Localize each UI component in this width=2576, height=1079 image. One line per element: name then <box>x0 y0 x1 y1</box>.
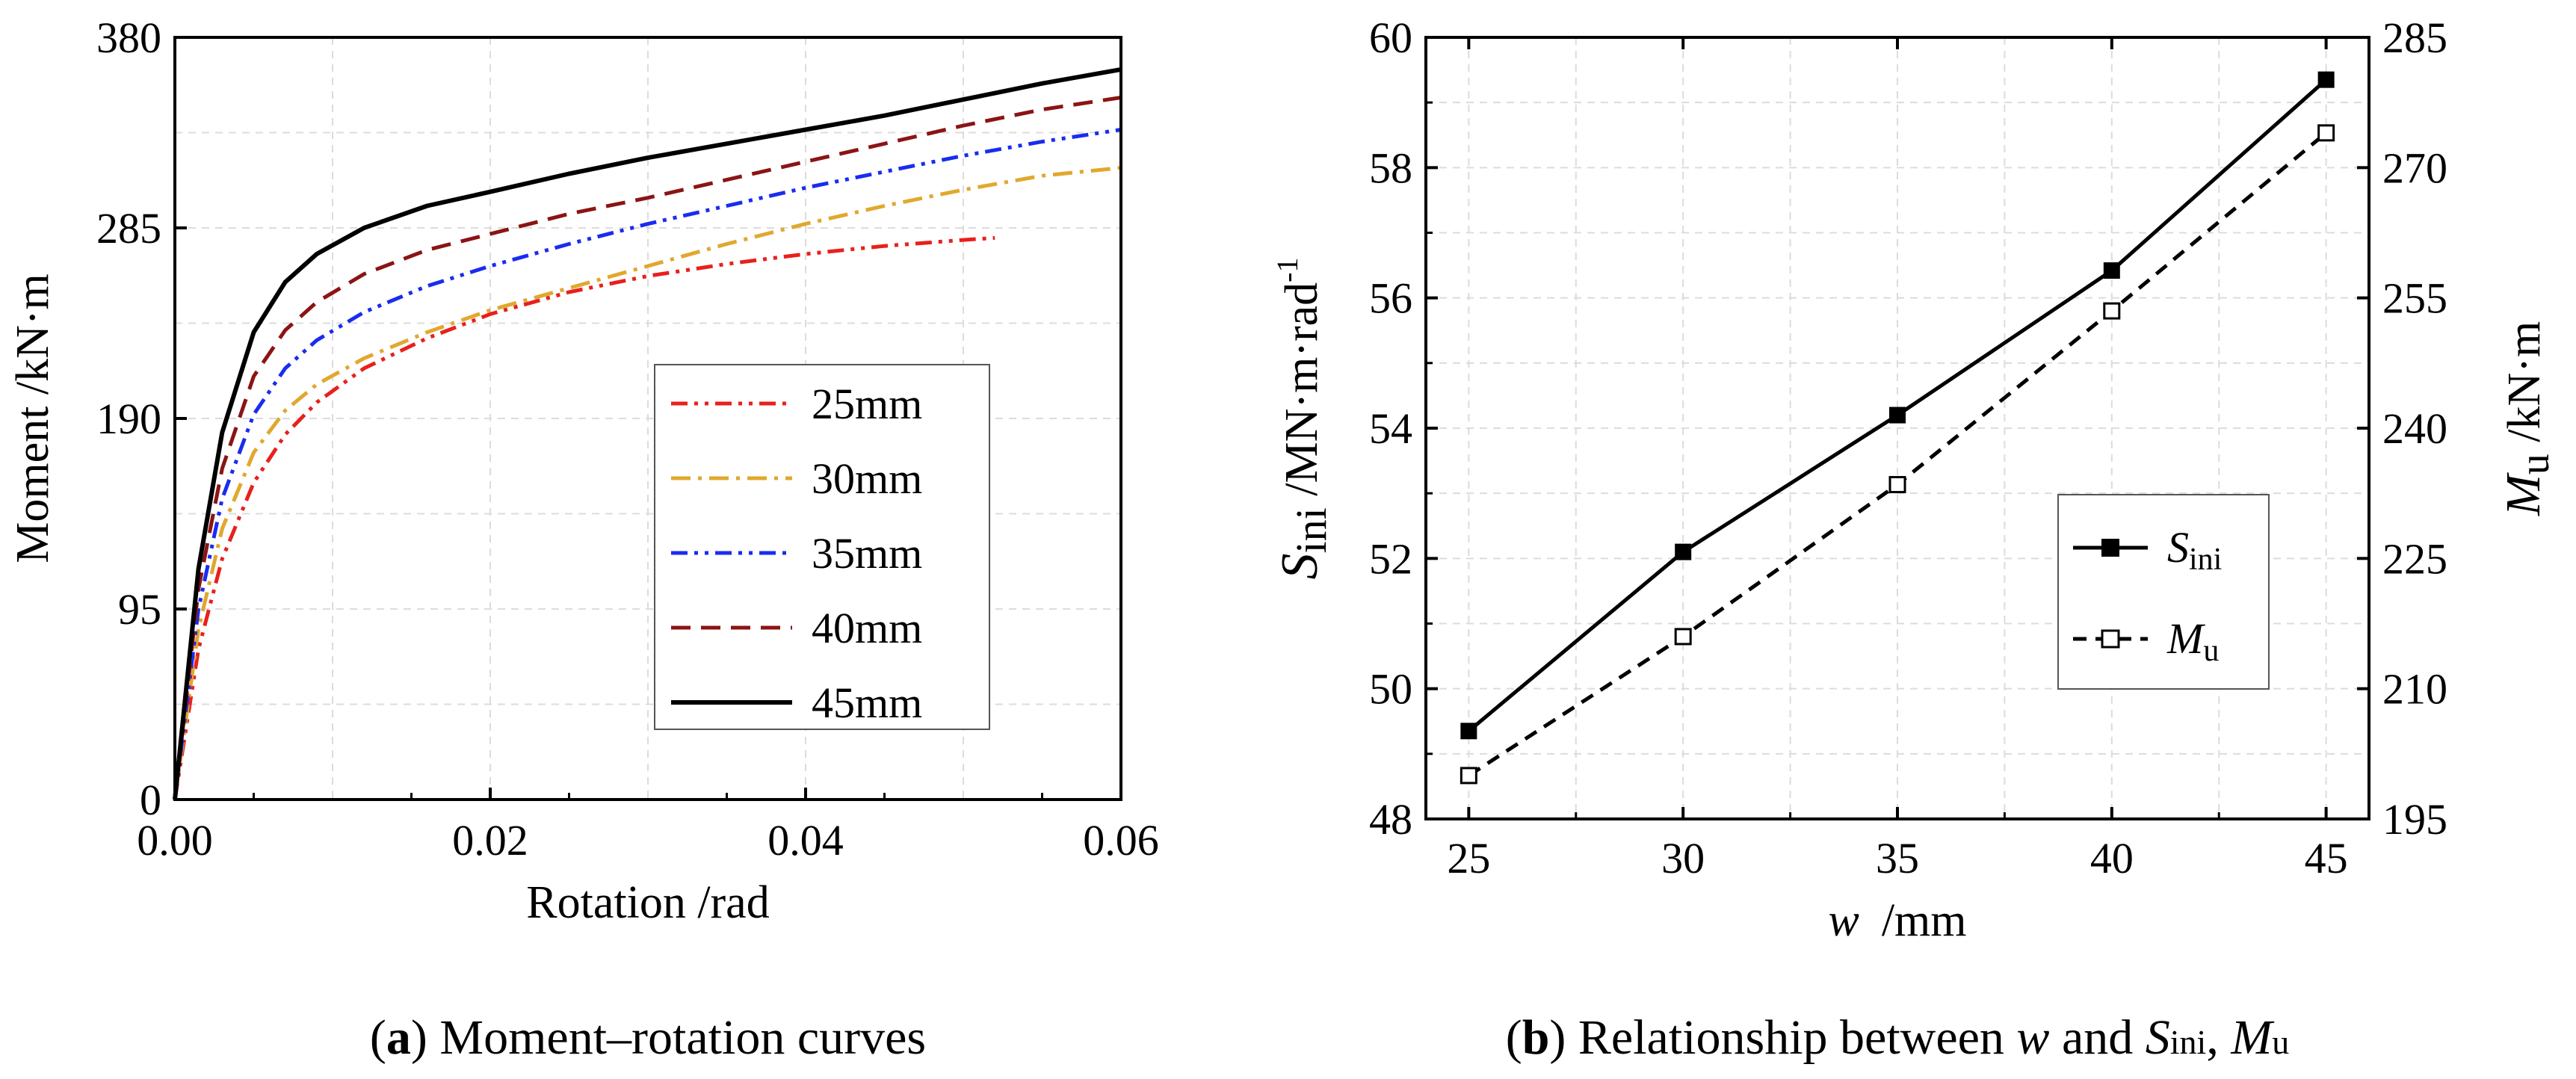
legend-mu-label: Mu <box>2166 614 2219 668</box>
chart-b-xlabel: w/mm <box>1828 895 1966 946</box>
y-right-tick-label: 210 <box>2382 665 2447 714</box>
chart-b-legend-box <box>2057 494 2270 690</box>
y-tick-label: 190 <box>96 395 161 443</box>
point-Sini <box>1460 723 1477 740</box>
y-right-tick-label: 225 <box>2382 534 2447 583</box>
y-left-tick-label: 48 <box>1369 795 1412 844</box>
point-Mu <box>2317 124 2335 142</box>
y-right-tick-label: 285 <box>2382 13 2447 62</box>
legend-sini-sub: ini <box>2189 542 2222 577</box>
legend-mu-marker <box>2101 629 2120 649</box>
point-Sini <box>2103 262 2120 279</box>
legend-label-35mm: 35mm <box>812 529 922 578</box>
y-tick-label: 380 <box>96 13 161 62</box>
caption-b-m: M <box>2230 1010 2275 1065</box>
x-tick-label: 25 <box>1447 834 1490 882</box>
chart-b-grid <box>1426 37 2369 819</box>
chart-b-ticks: 25 30 35 40 45 48 50 52 54 56 58 60 195 210 225 240 255 2… <box>1369 13 2447 882</box>
caption-b-s-sub: ini <box>2170 1023 2207 1061</box>
chart-b-ylabel-left: Sini /MN·m·rad-1 <box>1270 258 1335 580</box>
caption-b-text: Relationship between <box>1578 1010 2017 1065</box>
chart-b-legend: Sini Mu <box>2057 494 2270 690</box>
chart-b: 25 30 35 40 45 48 50 52 54 56 58 60 195 210 225 240 255 2… <box>1270 13 2558 1065</box>
caption-a-text: Moment–rotation curves <box>439 1010 926 1065</box>
y-right-tick-label: 255 <box>2382 274 2447 323</box>
legend-mu-var: M <box>2166 614 2205 663</box>
chart-b-ylabel-left-var: S <box>1271 553 1329 579</box>
point-Mu <box>1674 628 1692 646</box>
legend-sini-label: Sini <box>2167 523 2222 577</box>
caption-b-and: and <box>2049 1010 2145 1065</box>
point-Mu <box>1460 767 1477 785</box>
chart-b-ylabel-right-sub: u <box>2512 454 2558 474</box>
point-Mu <box>1888 476 1906 494</box>
caption-b-w: w <box>2016 1010 2049 1065</box>
chart-b-series <box>1460 71 2335 785</box>
chart-b-xlabel-unit: /mm <box>1882 895 1967 946</box>
chart-b-ylabel-left-sup: -1 <box>1270 258 1304 282</box>
x-tick-label: 45 <box>2305 834 2348 882</box>
y-tick-label: 285 <box>96 204 161 253</box>
x-tick-label: 30 <box>1661 834 1705 882</box>
chart-a-ticks: 0.00 0.02 0.04 0.06 0 95 190 285 380 <box>96 13 1159 865</box>
y-left-tick-label: 50 <box>1369 665 1412 714</box>
x-tick-label: 0.04 <box>767 816 844 865</box>
chart-b-ylabel-right: Mu /kN·m <box>2496 321 2558 516</box>
series-40mm <box>173 96 1122 800</box>
legend-label-30mm: 30mm <box>812 454 922 503</box>
x-tick-label: 0.06 <box>1083 816 1159 865</box>
caption-b-comma: , <box>2206 1010 2231 1065</box>
legend-mu-sub: u <box>2203 634 2219 668</box>
legend-sini-var: S <box>2167 523 2189 572</box>
y-left-tick-label: 60 <box>1369 13 1412 62</box>
legend-sini-marker <box>2101 539 2119 557</box>
y-right-tick-label: 195 <box>2382 795 2447 844</box>
chart-b-ylabel-left-unit: /MN·m·rad <box>1276 282 1327 507</box>
chart-a-ylabel: Moment /kN·m <box>7 273 58 563</box>
chart-b-xlabel-var: w <box>1828 895 1859 946</box>
caption-a-letter: a <box>386 1010 411 1065</box>
point-Sini <box>2317 71 2335 88</box>
legend-label-25mm: 25mm <box>812 380 922 428</box>
y-left-tick-label: 54 <box>1369 404 1412 453</box>
x-tick-label: 0.00 <box>137 816 213 865</box>
y-left-tick-label: 52 <box>1369 534 1412 583</box>
chart-b-ylabel-right-unit: /kN·m <box>2499 321 2550 454</box>
chart-a-xlabel: Rotation /rad <box>526 877 769 928</box>
y-right-tick-label: 270 <box>2382 143 2447 192</box>
chart-a: 0.00 0.02 0.04 0.06 0 95 190 285 380 Rotation /r… <box>7 13 1159 1065</box>
y-left-tick-label: 56 <box>1369 274 1412 323</box>
caption-b-s: S <box>2146 1010 2170 1065</box>
chart-b-ylabel-left-sub: ini <box>1287 507 1335 553</box>
y-tick-label: 95 <box>118 585 161 634</box>
chart-a-series <box>173 67 1122 800</box>
x-tick-label: 40 <box>2090 834 2134 882</box>
caption-b-letter: b <box>1522 1010 1550 1065</box>
point-Sini <box>1675 543 1692 560</box>
chart-a-legend: 25mm 30mm 35mm 40mm 45mm <box>654 364 990 730</box>
point-Mu <box>2103 302 2121 320</box>
chart-a-legend-box <box>654 364 990 730</box>
y-tick-label: 0 <box>140 776 161 824</box>
x-tick-label: 35 <box>1876 834 1919 882</box>
legend-label-45mm: 45mm <box>812 678 922 727</box>
series-30mm <box>173 166 1122 800</box>
caption-b-m-sub: u <box>2272 1023 2289 1061</box>
series-45mm <box>173 67 1122 800</box>
y-left-tick-label: 58 <box>1369 143 1412 192</box>
series-35mm <box>173 128 1122 800</box>
x-tick-label: 0.02 <box>452 816 528 865</box>
caption-b: (b) Relationship between w and Sini, Mu <box>1506 1010 2290 1065</box>
legend-label-40mm: 40mm <box>812 604 922 652</box>
point-Sini <box>1889 406 1906 424</box>
chart-b-ylabel-right-var: M <box>2496 472 2551 516</box>
caption-a: (a) Moment–rotation curves <box>370 1010 926 1065</box>
y-right-tick-label: 240 <box>2382 404 2447 453</box>
